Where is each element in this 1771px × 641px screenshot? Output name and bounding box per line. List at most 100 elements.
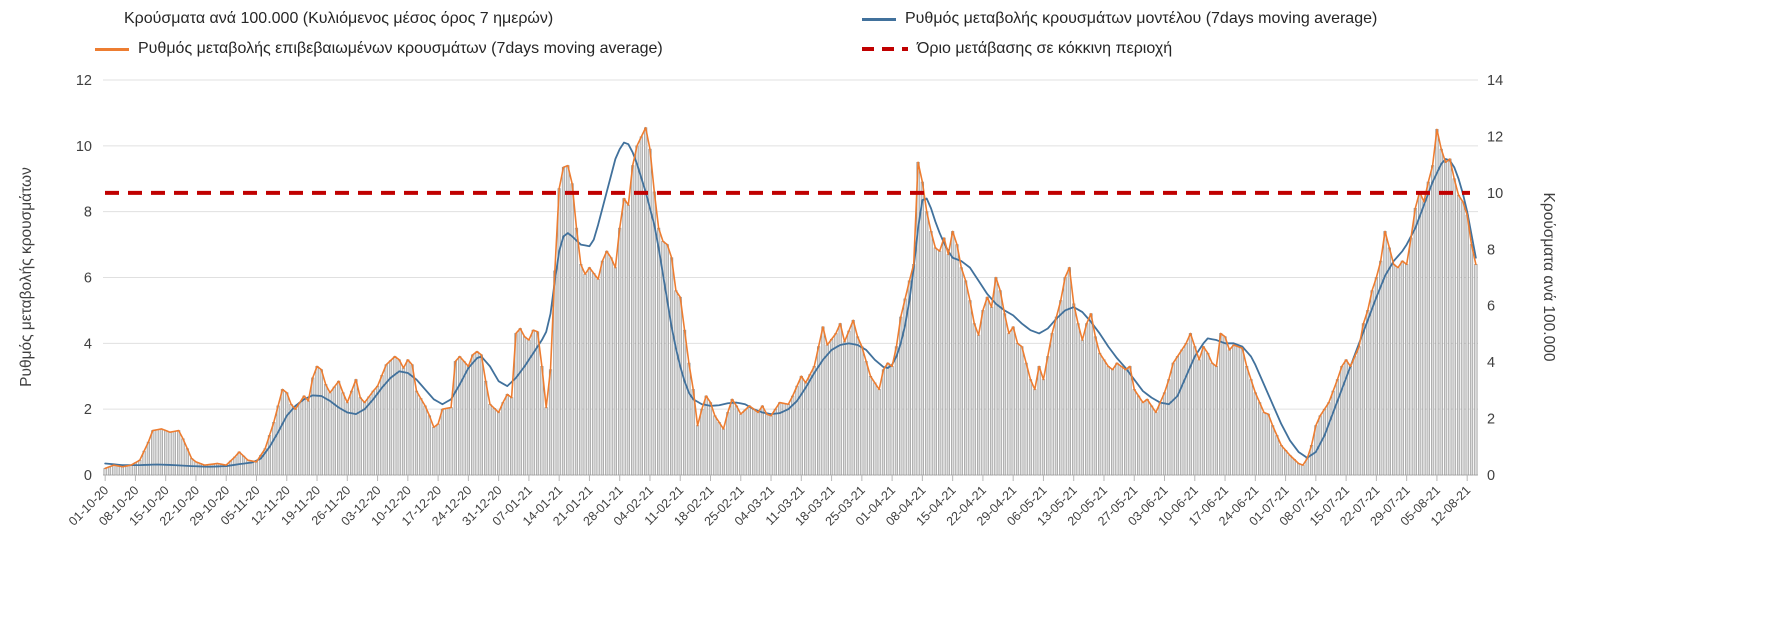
right-axis-tick-label: 12 <box>1487 129 1503 145</box>
bar <box>890 366 894 476</box>
bar <box>367 396 371 476</box>
bar <box>1115 362 1119 476</box>
bar <box>1465 214 1469 476</box>
bar <box>1188 333 1193 476</box>
bar <box>535 331 540 476</box>
bar <box>635 145 639 476</box>
bar <box>860 346 864 476</box>
left-axis-tick-labels: 0 2 4 6 8 10 12 <box>76 73 92 484</box>
bar <box>579 264 583 476</box>
legend-item-confirmed-rate: Ρυθμός μεταβολής επιβεβαιωμένων κρουσμάτ… <box>95 41 663 57</box>
bar <box>1435 129 1439 476</box>
bar <box>375 385 380 476</box>
bar <box>1392 264 1396 476</box>
bar <box>561 166 566 476</box>
bar <box>981 310 985 476</box>
bar <box>1124 369 1128 476</box>
bar <box>747 405 752 476</box>
right-axis-tick-label: 6 <box>1487 299 1495 315</box>
bar <box>1266 413 1270 476</box>
bar <box>1322 408 1327 476</box>
right-axis-tick-label: 8 <box>1487 242 1495 258</box>
bar <box>730 398 734 476</box>
bar <box>112 464 116 476</box>
bar <box>976 334 981 476</box>
bar <box>1396 267 1400 476</box>
bar <box>1374 277 1378 476</box>
bar <box>1240 347 1244 476</box>
bar <box>1279 445 1283 476</box>
bar <box>622 198 626 476</box>
bar <box>1331 390 1335 476</box>
bar <box>440 408 445 476</box>
bar <box>873 382 877 476</box>
bar <box>1379 260 1383 476</box>
bar <box>557 188 561 476</box>
right-axis-tick-label: 14 <box>1487 73 1503 89</box>
bar <box>1046 356 1050 476</box>
bar <box>1210 362 1214 476</box>
bar <box>406 359 410 476</box>
bar <box>1011 326 1015 476</box>
bar <box>743 409 747 476</box>
bar <box>1093 336 1097 476</box>
bar <box>1275 435 1279 476</box>
bar <box>782 403 786 476</box>
bar <box>1474 264 1478 476</box>
bar <box>1015 343 1020 476</box>
bar <box>1072 303 1076 476</box>
bar <box>1461 201 1465 476</box>
bar <box>159 428 163 476</box>
right-axis-tick-labels: 0 2 4 6 8 10 12 14 <box>1487 73 1503 484</box>
bar <box>1426 181 1430 476</box>
bar <box>717 422 721 476</box>
bar <box>631 165 635 476</box>
bar <box>648 148 652 476</box>
bar <box>825 344 829 476</box>
bar <box>1296 463 1301 476</box>
bar <box>592 273 596 476</box>
bar <box>358 397 362 476</box>
bar <box>436 423 440 476</box>
model-line-swatch-icon <box>862 17 896 21</box>
bar <box>1335 379 1340 476</box>
bar <box>138 459 142 476</box>
bar <box>1033 389 1037 476</box>
bar <box>488 403 492 476</box>
bar <box>1197 359 1201 476</box>
bar <box>1357 346 1361 476</box>
bar <box>1193 346 1197 476</box>
bar <box>929 231 933 476</box>
bar <box>726 412 730 476</box>
bar <box>544 407 548 476</box>
bar <box>704 395 708 476</box>
bar <box>103 468 107 476</box>
bar <box>1232 344 1236 476</box>
bar <box>886 362 890 476</box>
right-axis-tick-label: 2 <box>1487 412 1495 428</box>
left-axis-tick-label: 12 <box>76 73 92 89</box>
bar <box>925 211 929 476</box>
bar <box>1448 158 1452 476</box>
bar <box>1063 277 1067 476</box>
bar <box>912 264 916 476</box>
bar <box>1167 379 1171 476</box>
bar <box>228 460 233 476</box>
bar <box>847 330 851 476</box>
legend-item-model-rate: Ρυθμός μεταβολής κρουσμάτων μοντέλου (7d… <box>862 11 1377 27</box>
bar <box>639 136 643 476</box>
bar <box>168 431 172 476</box>
bar <box>1158 402 1162 476</box>
bar <box>812 366 816 476</box>
bar <box>540 366 544 476</box>
right-axis-tick-label: 4 <box>1487 355 1495 371</box>
bar <box>1050 333 1054 476</box>
bar <box>164 430 168 476</box>
bar <box>1249 379 1253 476</box>
bar <box>855 336 860 476</box>
bar <box>362 402 367 476</box>
bar <box>964 280 968 476</box>
bar <box>989 306 994 476</box>
bar <box>1106 366 1110 476</box>
bar <box>1469 244 1474 476</box>
